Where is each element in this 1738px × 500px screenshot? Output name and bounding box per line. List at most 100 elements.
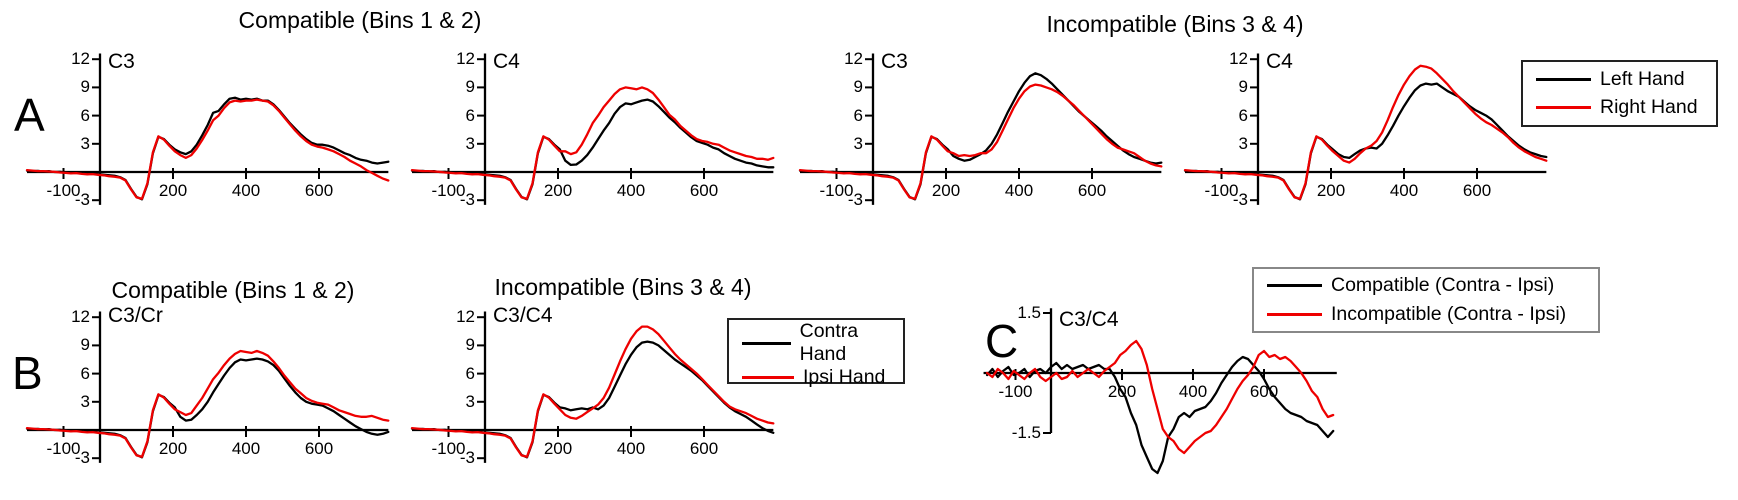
- tick-label: 9: [465, 335, 475, 355]
- black-line-swatch: [1536, 77, 1591, 81]
- tick-label: 9: [853, 77, 863, 97]
- legend-entry: Incompatible (Contra - Ipsi): [1254, 303, 1598, 326]
- legend-label: Ipsi Hand: [803, 366, 886, 388]
- tick-label: 200: [158, 439, 188, 458]
- tick-label: -100: [46, 439, 81, 458]
- tick-label: 200: [543, 181, 573, 200]
- tick-label: -100: [1204, 181, 1239, 200]
- tick-label: 3: [80, 391, 90, 411]
- tick-label: -3: [459, 448, 475, 468]
- tick-label: 6: [1238, 105, 1248, 125]
- tick-label: -3: [847, 190, 863, 210]
- legend-label: Incompatible (Contra - Ipsi): [1331, 302, 1567, 325]
- tick-label: 3: [853, 133, 863, 153]
- legend-panel-c: Compatible (Contra - Ipsi) Incompatible …: [1252, 267, 1600, 333]
- waveform-B1-ipsi-hand: [25, 349, 390, 458]
- tick-label: 12: [71, 307, 90, 327]
- electrode-label-c: C3/C4: [1059, 308, 1119, 331]
- tick-label: 200: [931, 181, 961, 200]
- tick-label: 1.5: [1017, 303, 1041, 322]
- waveform-B2-ipsi-hand: [410, 325, 775, 458]
- legend-panel-b: Contra Hand Ipsi Hand: [727, 318, 905, 388]
- tick-label: -1.5: [1011, 423, 1041, 442]
- waveform-A1-right-hand: [25, 98, 390, 200]
- tick-label: 6: [465, 105, 475, 125]
- waveform-C1-compatible-contra-ipsi-: [985, 355, 1335, 475]
- title-a-incompatible: Incompatible (Bins 3 & 4): [1046, 11, 1304, 37]
- tick-label: -3: [1232, 190, 1248, 210]
- tick-label: 200: [1316, 181, 1346, 200]
- tick-label: 600: [1249, 382, 1279, 401]
- tick-label: 600: [1462, 181, 1492, 200]
- tick-label: 12: [1229, 49, 1248, 69]
- legend-entry: Contra Hand: [729, 320, 903, 366]
- tick-label: 600: [1077, 181, 1107, 200]
- legend-label: Compatible (Contra - Ipsi): [1331, 274, 1555, 297]
- tick-label: -100: [431, 181, 466, 200]
- legend-label: Contra Hand: [799, 320, 859, 365]
- electrode-label-a3: C3: [881, 50, 908, 73]
- panel-letter-a: A: [14, 89, 45, 141]
- tick-label: -100: [46, 181, 81, 200]
- tick-label: -100: [431, 439, 466, 458]
- tick-label: 12: [844, 49, 863, 69]
- black-line-swatch: [742, 341, 791, 345]
- tick-label: -100: [998, 382, 1033, 401]
- tick-label: -3: [74, 190, 90, 210]
- legend-label: Left Hand: [1600, 67, 1685, 90]
- tick-label: 6: [853, 105, 863, 125]
- black-line-swatch: [1267, 284, 1322, 288]
- electrode-label-a4: C4: [1266, 50, 1293, 73]
- tick-label: 3: [465, 391, 475, 411]
- tick-label: 9: [465, 77, 475, 97]
- tick-label: 3: [1238, 133, 1248, 153]
- tick-label: 12: [71, 49, 90, 69]
- tick-label: 200: [543, 439, 573, 458]
- red-line-swatch: [742, 376, 794, 379]
- tick-label: 200: [1107, 382, 1137, 401]
- panel-letter-c: C: [985, 315, 1019, 367]
- tick-label: 600: [689, 181, 719, 200]
- legend-entry: Compatible (Contra - Ipsi): [1254, 274, 1598, 297]
- electrode-label-b1: C3/Cr: [108, 304, 163, 327]
- waveform-A4-right-hand: [1183, 64, 1548, 200]
- tick-label: 400: [616, 439, 646, 458]
- waveform-A2-right-hand: [410, 86, 775, 200]
- legend-label: Right Hand: [1600, 96, 1698, 119]
- tick-label: 600: [689, 439, 719, 458]
- tick-label: 400: [616, 181, 646, 200]
- tick-label: 9: [1238, 77, 1248, 97]
- waveform-C1-incompatible-contra-ipsi-: [985, 339, 1335, 455]
- tick-label: 3: [80, 133, 90, 153]
- tick-label: 6: [465, 363, 475, 383]
- legend-panel-a: Left Hand Right Hand: [1521, 60, 1718, 127]
- electrode-label-b2: C3/C4: [493, 304, 553, 327]
- tick-label: 12: [456, 307, 475, 327]
- tick-label: -100: [819, 181, 854, 200]
- tick-label: 400: [1004, 181, 1034, 200]
- tick-label: 400: [231, 181, 261, 200]
- tick-label: 400: [1389, 181, 1419, 200]
- title-b-incompatible: Incompatible (Bins 3 & 4): [494, 274, 752, 300]
- tick-label: 400: [1178, 382, 1208, 401]
- tick-label: 6: [80, 363, 90, 383]
- tick-label: 12: [456, 49, 475, 69]
- red-line-swatch: [1536, 106, 1591, 110]
- tick-label: 3: [465, 133, 475, 153]
- tick-label: 600: [304, 439, 334, 458]
- electrode-label-a1: C3: [108, 50, 135, 73]
- title-a-compatible: Compatible (Bins 1 & 2): [238, 7, 482, 33]
- tick-label: -3: [74, 448, 90, 468]
- tick-label: 400: [231, 439, 261, 458]
- tick-label: 6: [80, 105, 90, 125]
- title-b-compatible: Compatible (Bins 1 & 2): [111, 277, 355, 303]
- tick-label: 9: [80, 335, 90, 355]
- red-line-swatch: [1267, 312, 1322, 316]
- legend-entry: Left Hand: [1523, 68, 1716, 91]
- tick-label: 600: [304, 181, 334, 200]
- panel-letter-b: B: [12, 347, 43, 399]
- legend-entry: Right Hand: [1523, 96, 1716, 119]
- waveform-A3-right-hand: [798, 83, 1163, 200]
